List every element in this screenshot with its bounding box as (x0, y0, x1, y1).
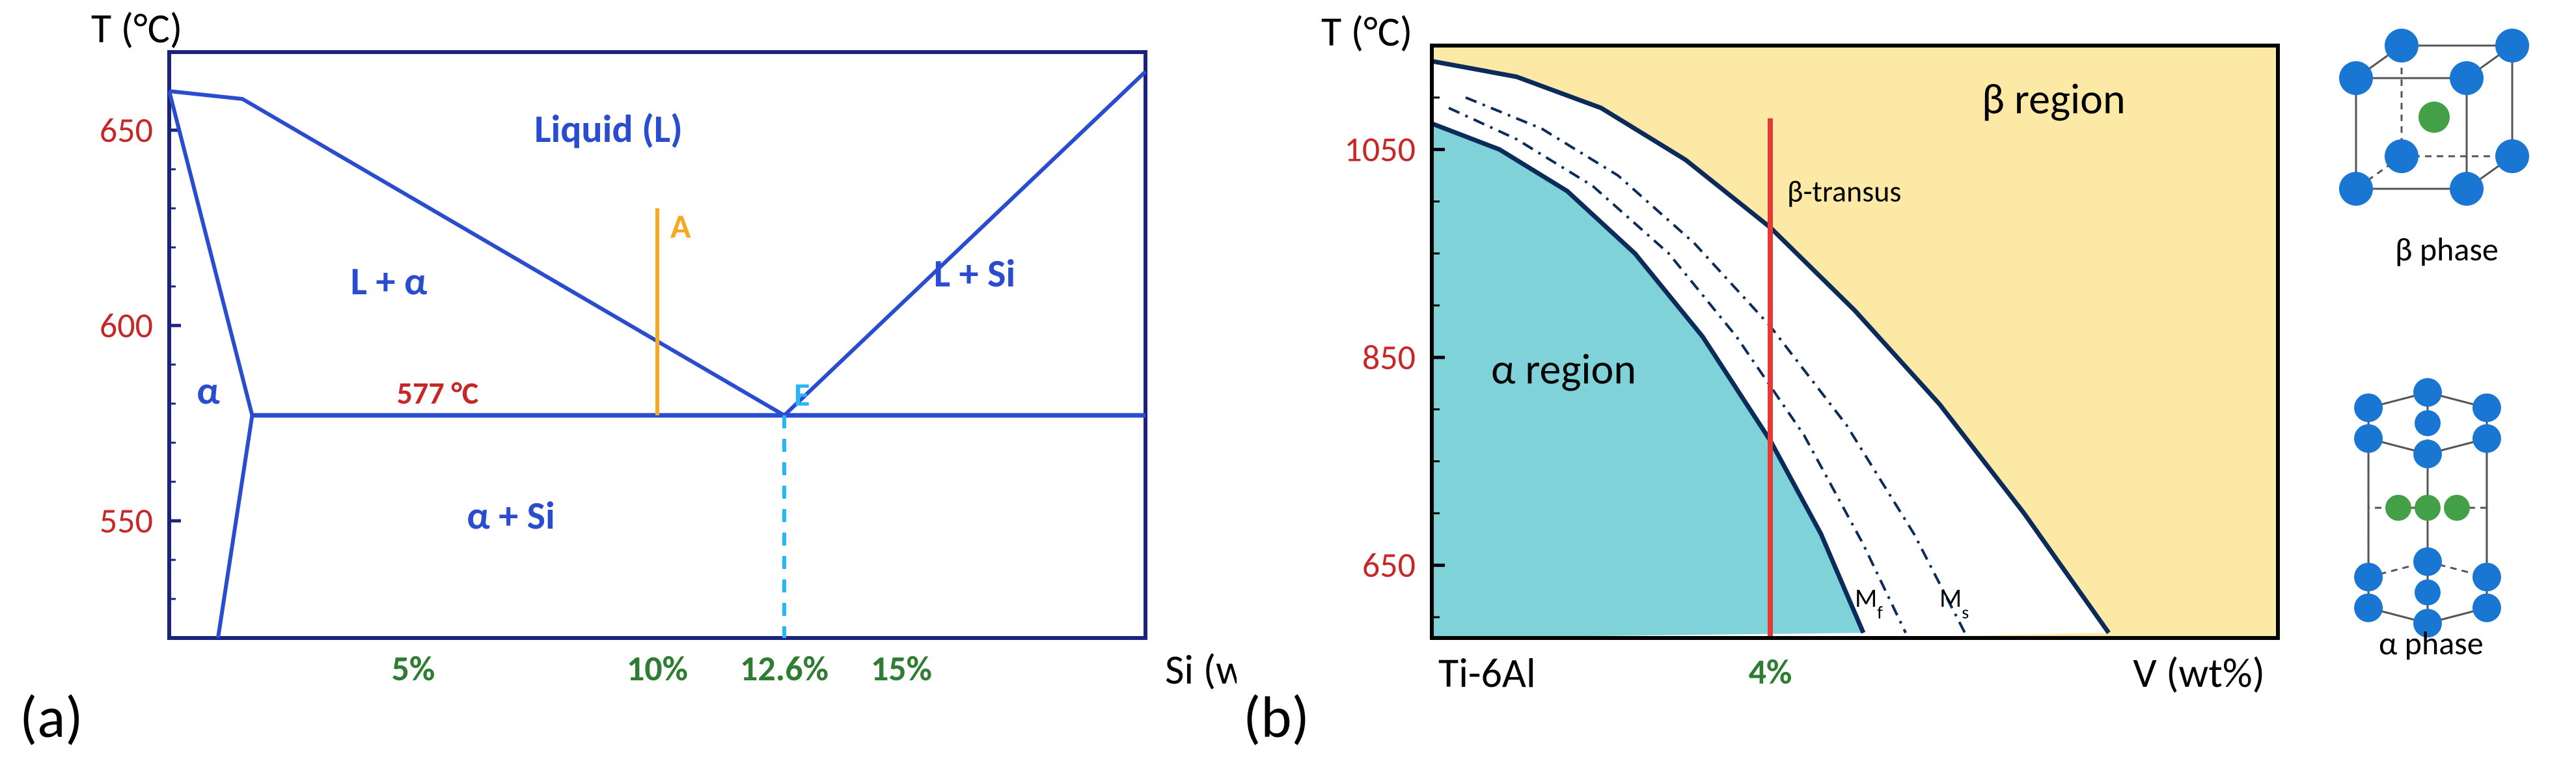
x-tick: 4% (1749, 650, 1792, 693)
alpha-region-label: α region (1491, 342, 1636, 395)
point-A-label: A (670, 205, 691, 247)
y-tick: 600 (100, 304, 153, 347)
subfig-a-label: (a) (20, 682, 83, 753)
left-corner-label: Ti-6Al (1438, 648, 1536, 699)
region-liquid: Liquid (L) (534, 105, 683, 153)
point-E-label: E (794, 375, 810, 415)
eutectic-temp-label: 577 °C (397, 374, 479, 412)
y-tick: 650 (1362, 544, 1416, 587)
region-alpha: α (197, 367, 220, 415)
y-tick: 650 (100, 109, 153, 152)
y-axis-label: T (°C) (1321, 7, 1412, 57)
alpha-crystal-icon (2354, 378, 2501, 638)
region-alpha-si: α + Si (467, 492, 555, 540)
subfig-b-label: (b) (1243, 682, 1309, 753)
x-axis-label: Si (wt%) (1165, 645, 1237, 695)
figure-b-svg: 1050 850 650 T (°C) V (wt%) Ti-6Al 4% β region α… (1237, 0, 2576, 760)
beta-crystal-icon (2339, 29, 2529, 206)
x-axis-label: V (wt%) (2133, 648, 2265, 699)
figure-b-panel: 1050 850 650 T (°C) V (wt%) Ti-6Al 4% β region α… (1237, 0, 2576, 760)
region-l-si: L + Si (934, 250, 1015, 298)
x-tick: 5% (392, 647, 435, 690)
y-tick: 850 (1362, 336, 1416, 379)
beta-phase-label: β phase (2395, 230, 2499, 270)
x-tick: 12.6% (740, 647, 829, 690)
figure-a-panel: T (°C) Si (wt%) 650 600 550 5% 10% 12.6% 15% A E 57… (0, 0, 1237, 760)
alpha-phase-label: α phase (2379, 624, 2484, 663)
beta-transus-label: β-transus (1787, 173, 1901, 210)
y-axis-label: T (°C) (91, 3, 182, 54)
beta-region-label: β region (1982, 72, 2126, 125)
y-tick: 1050 (1345, 128, 1416, 171)
x-tick: 10% (627, 647, 688, 690)
figure-a-svg: T (°C) Si (wt%) 650 600 550 5% 10% 12.6% 15% A E 57… (0, 0, 1237, 760)
y-tick: 550 (100, 499, 153, 542)
x-tick: 15% (871, 647, 932, 690)
region-l-alpha: L + α (351, 258, 428, 305)
